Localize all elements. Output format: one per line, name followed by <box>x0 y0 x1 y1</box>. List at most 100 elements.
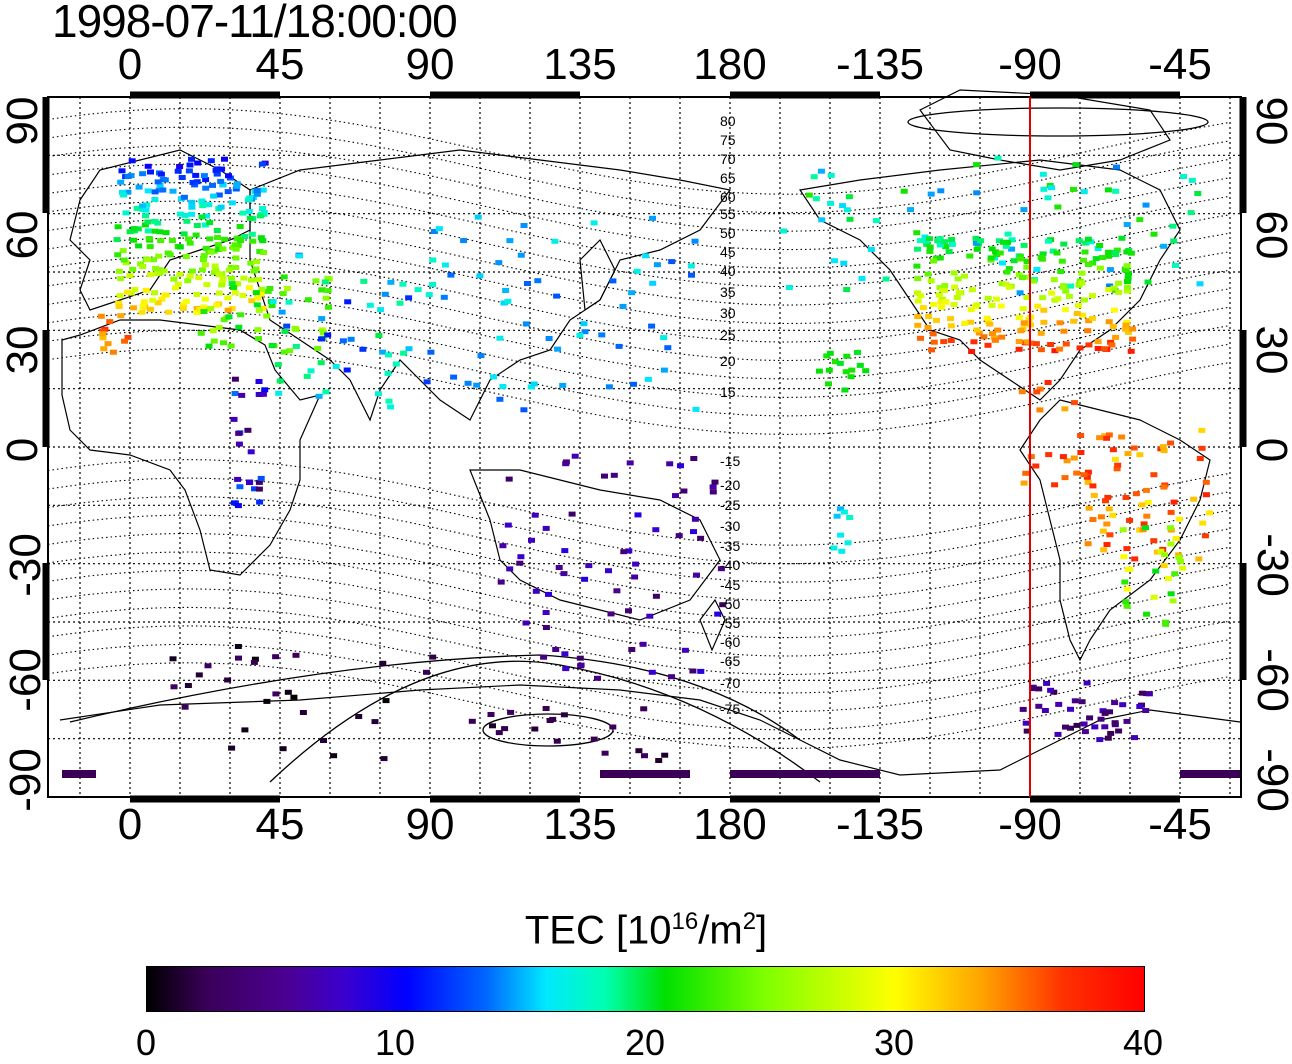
tec-point <box>1058 258 1066 264</box>
tec-point <box>854 349 861 355</box>
tec-point <box>224 295 232 301</box>
tec-point <box>1060 241 1068 247</box>
tec-point <box>925 236 933 242</box>
tec-point <box>182 254 190 259</box>
tec-point <box>1065 293 1073 299</box>
tec-point <box>447 272 455 278</box>
tec-point <box>474 214 482 220</box>
tec-point <box>668 674 675 680</box>
tec-point <box>1096 737 1104 743</box>
tec-point <box>914 322 922 328</box>
tec-point <box>1061 475 1069 481</box>
tec-point <box>1126 517 1134 523</box>
tec-point <box>500 300 508 306</box>
contour-label-north: 40 <box>720 263 736 279</box>
tec-point <box>1171 571 1179 577</box>
tec-point <box>117 276 125 282</box>
tec-point <box>219 246 227 252</box>
tec-point <box>1121 579 1129 585</box>
tec-point <box>1015 315 1023 321</box>
tec-point <box>1085 262 1092 267</box>
tec-point <box>680 488 688 494</box>
tec-point <box>322 295 330 301</box>
tec-point <box>950 302 958 307</box>
contour-label-north: 15 <box>720 384 736 400</box>
tec-point <box>165 309 173 315</box>
tec-point <box>882 276 890 282</box>
tec-point <box>192 172 200 178</box>
tec-strip <box>1180 770 1240 778</box>
tec-point <box>551 238 559 244</box>
tec-point <box>914 246 921 252</box>
tec-point <box>1167 509 1175 515</box>
tec-point <box>652 527 660 533</box>
tec-point <box>114 224 122 230</box>
tec-point <box>248 277 255 283</box>
tec-point <box>1077 433 1085 438</box>
contour-label-south: -40 <box>720 557 740 573</box>
tec-point <box>1138 690 1146 696</box>
tec-point <box>214 235 222 240</box>
tec-point <box>384 370 392 376</box>
tec-point <box>144 228 152 234</box>
tec-point <box>1152 568 1160 574</box>
tec-point <box>275 390 283 396</box>
tec-point <box>785 285 793 290</box>
tec-point <box>936 236 944 242</box>
tec-point <box>115 300 123 306</box>
tec-point <box>1206 510 1214 516</box>
tec-point <box>1106 709 1113 715</box>
tec-point <box>135 184 143 190</box>
tec-point <box>379 349 387 355</box>
tec-point <box>545 591 552 597</box>
tec-point <box>1094 246 1102 251</box>
tec-point <box>1100 547 1108 553</box>
tec-point <box>1054 296 1062 302</box>
tec-point <box>1050 277 1058 283</box>
tec-point <box>1034 303 1042 309</box>
tec-point <box>180 231 188 237</box>
tec-point <box>858 276 866 281</box>
tec-strip <box>62 770 96 778</box>
tec-point <box>366 302 374 308</box>
tec-point <box>812 196 820 202</box>
map-title: 1998-07-11/18:00:00 <box>52 0 458 47</box>
tec-point <box>234 281 242 287</box>
tec-point <box>1079 312 1087 318</box>
tec-point <box>154 300 162 306</box>
tec-point <box>258 286 266 292</box>
tec-point <box>156 229 164 235</box>
tec-point <box>137 261 145 267</box>
tec-point <box>1078 699 1086 705</box>
tec-point <box>914 290 921 296</box>
bottom-lon-label: 90 <box>405 800 455 849</box>
tec-point <box>1023 259 1031 265</box>
tec-point <box>180 302 187 308</box>
tec-point <box>215 272 223 278</box>
tec-point <box>1202 479 1210 485</box>
tec-point <box>546 718 554 723</box>
tec-point <box>227 343 235 349</box>
colorbar-tick: 0 <box>135 1022 157 1063</box>
tec-point <box>1123 603 1131 609</box>
tec-point <box>213 171 221 177</box>
tec-point <box>927 278 935 284</box>
tec-point <box>1160 563 1168 568</box>
tec-point <box>141 222 149 228</box>
tec-point <box>204 663 212 669</box>
tec-point <box>940 339 948 345</box>
tec-point <box>257 475 265 481</box>
tec-point <box>955 290 963 296</box>
tec-point <box>1044 380 1052 385</box>
tec-point <box>719 602 727 608</box>
tec-point <box>836 360 844 366</box>
tec-point <box>228 200 236 206</box>
tec-point <box>139 171 147 177</box>
colorbar-tick: 20 <box>624 1022 666 1063</box>
tec-point <box>1027 454 1035 460</box>
tec-point <box>998 281 1006 287</box>
tec-point <box>1113 466 1121 472</box>
tec-point <box>552 647 560 652</box>
tec-point <box>322 389 330 395</box>
tec-point <box>1157 548 1165 554</box>
